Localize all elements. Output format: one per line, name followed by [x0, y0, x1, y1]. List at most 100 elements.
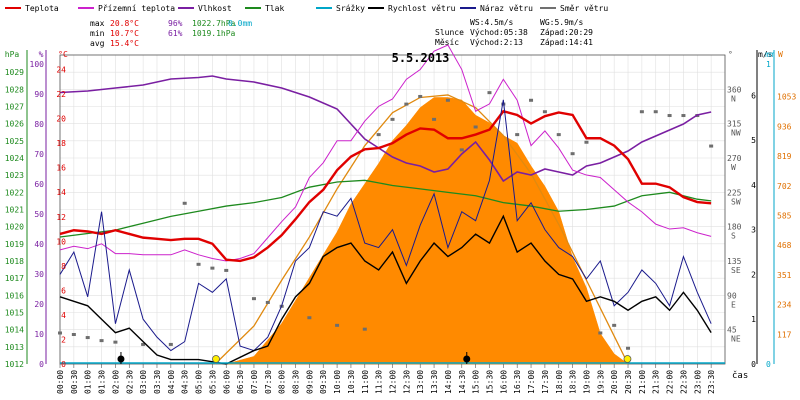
- wind-direction-point: [85, 336, 90, 340]
- wind-direction-point: [570, 152, 575, 156]
- rain-axis-unit: mm: [765, 50, 775, 59]
- x-tick-label: 14:00: [444, 370, 453, 394]
- stats-label-value: min: [90, 29, 105, 38]
- wind-direction-point: [335, 323, 340, 327]
- pressure-tick-label: 1025: [5, 137, 24, 146]
- wind-direction-point: [71, 333, 76, 337]
- x-tick-label: 01:00: [84, 370, 93, 394]
- solar-area: [226, 97, 629, 365]
- humidity-tick-label: 50: [34, 210, 44, 219]
- info-sunset: Západ:20:29: [540, 28, 593, 37]
- sunset-marker: [623, 355, 632, 363]
- direction-compass-label: NW: [731, 129, 741, 138]
- pressure-tick-label: 1018: [5, 257, 24, 266]
- humidity-tick-label: 90: [34, 90, 44, 99]
- wind-direction-point: [598, 331, 603, 335]
- temperature-line: [59, 109, 712, 263]
- wind-direction-point: [515, 133, 520, 137]
- legend-label: Vlhkost: [198, 4, 232, 13]
- pressure-tick-label: 1026: [5, 120, 24, 129]
- x-tick-label: 07:30: [264, 370, 273, 394]
- stats-label-value: avg: [90, 39, 105, 48]
- pressure-tick-label: 1019: [5, 240, 24, 249]
- x-tick-label: 14:30: [458, 370, 467, 394]
- solar-tick-label: 585: [777, 212, 792, 221]
- solar-tick-label: 351: [777, 271, 792, 280]
- info-wind-gust: WG:5.9m/s: [540, 18, 584, 27]
- pressure-tick-label: 1029: [5, 68, 24, 77]
- direction-compass-label: SE: [731, 266, 741, 275]
- x-tick-label: 06:00: [222, 370, 231, 394]
- solar-tick-label: 702: [777, 182, 792, 191]
- stats-hum-value: 61%: [168, 29, 183, 38]
- humidity-tick-label: 80: [34, 120, 44, 129]
- solar-tick-label: 234: [777, 301, 792, 310]
- humidity-tick-label: 20: [34, 300, 44, 309]
- wind-direction-point: [556, 133, 561, 137]
- x-tick-label: 20:00: [610, 370, 619, 394]
- stats-label-value: max: [90, 19, 105, 28]
- humidity-tick-label: 30: [34, 270, 44, 279]
- wind-tick-label: 5: [751, 136, 756, 145]
- x-tick-label: 16:00: [499, 370, 508, 394]
- wind-direction-point: [612, 323, 617, 327]
- temperature-tick-label: 14: [56, 188, 66, 197]
- x-tick-label: 00:30: [70, 370, 79, 394]
- wind-direction-point: [639, 110, 644, 114]
- wind-tick-label: 1: [751, 315, 756, 324]
- temperature-tick-label: 12: [56, 213, 66, 222]
- x-tick-label: 09:30: [319, 370, 328, 394]
- x-tick-label: 13:00: [416, 370, 425, 394]
- wind-direction-point: [473, 125, 478, 129]
- x-tick-label: 05:30: [208, 370, 217, 394]
- solar-tick-label: 819: [777, 152, 792, 161]
- x-axis-label: čas: [732, 370, 748, 381]
- stats-hum-value: 96%: [168, 19, 183, 28]
- wind-direction-point: [404, 102, 409, 106]
- direction-compass-label: SW: [731, 197, 741, 206]
- wind-direction-point: [584, 140, 589, 144]
- wind-tick-label: 6: [751, 91, 756, 100]
- legend-label: Přízemní teplota: [98, 4, 175, 13]
- wind-direction-point: [265, 300, 270, 304]
- pressure-tick-label: 1021: [5, 206, 24, 215]
- direction-tick-label: 90: [727, 291, 737, 300]
- humidity-tick-label: 60: [34, 180, 44, 189]
- wind-direction-point: [445, 98, 450, 102]
- pressure-tick-label: 1015: [5, 309, 24, 318]
- x-tick-label: 21:30: [652, 370, 661, 394]
- moonrise-marker: [117, 355, 125, 363]
- x-tick-label: 07:00: [250, 370, 259, 394]
- humidity-axis-unit: %: [39, 50, 44, 59]
- pressure-tick-label: 1017: [5, 274, 24, 283]
- pressure-tick-label: 1012: [5, 360, 24, 369]
- direction-compass-label: E: [731, 300, 736, 309]
- wind-direction-point: [196, 262, 201, 266]
- x-tick-label: 12:30: [402, 370, 411, 394]
- info-moonset: Západ:14:41: [540, 38, 593, 47]
- chart-title: 5.5.2013: [392, 51, 450, 65]
- x-tick-label: 15:00: [472, 370, 481, 394]
- legend-label: Rychlost větru: [388, 4, 456, 13]
- wind-tick-label: 0: [751, 360, 756, 369]
- legend-label: Náraz větru: [480, 4, 533, 13]
- stats-temp-value: 20.8°C: [110, 19, 139, 28]
- solar-tick-label: 936: [777, 122, 792, 131]
- wind-direction-point: [58, 331, 62, 335]
- info-moonrise: Východ:2:13: [470, 38, 523, 47]
- temperature-tick-label: 16: [56, 164, 66, 173]
- temperature-tick-label: 4: [61, 311, 66, 320]
- direction-tick-label: 45: [727, 326, 737, 335]
- rain-tick-label: 0: [766, 360, 771, 369]
- x-tick-label: 03:30: [153, 370, 162, 394]
- x-tick-label: 11:00: [361, 370, 370, 394]
- temperature-tick-label: 0: [61, 360, 66, 369]
- pressure-tick-label: 1027: [5, 103, 24, 112]
- direction-tick-label: 225: [727, 188, 742, 197]
- wind-speed-line: [59, 214, 712, 365]
- wind-gust-line: [59, 99, 712, 352]
- x-tick-label: 05:00: [195, 370, 204, 394]
- wind-direction-point: [459, 148, 464, 152]
